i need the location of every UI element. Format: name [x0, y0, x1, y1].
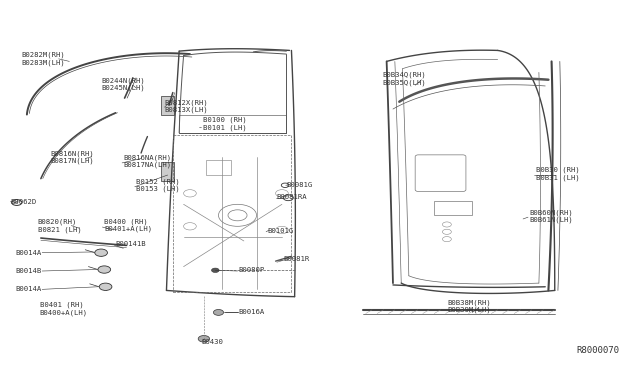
Text: B0B30 (RH)
B0B31 (LH): B0B30 (RH) B0B31 (LH) [536, 167, 579, 181]
Text: B0430: B0430 [202, 339, 223, 345]
Text: B0812X(RH)
B0813X(LH): B0812X(RH) B0813X(LH) [164, 99, 208, 113]
Circle shape [213, 310, 223, 315]
Text: B0014A: B0014A [15, 250, 42, 256]
Text: B0016A: B0016A [239, 309, 265, 315]
Text: B0081G: B0081G [286, 182, 312, 188]
Text: B0B34Q(RH)
B0B35Q(LH): B0B34Q(RH) B0B35Q(LH) [382, 72, 426, 86]
Text: B0816N(RH)
B0817N(LH): B0816N(RH) B0817N(LH) [51, 150, 94, 164]
Text: B0820(RH)
B0821 (LH): B0820(RH) B0821 (LH) [38, 219, 81, 232]
Text: B0B60N(RH)
B0B61N(LH): B0B60N(RH) B0B61N(LH) [529, 209, 573, 223]
Polygon shape [161, 96, 174, 115]
Text: B0101G: B0101G [268, 228, 294, 234]
Text: B0B38M(RH)
B0B39M(LH): B0B38M(RH) B0B39M(LH) [447, 299, 491, 313]
Text: B0014B: B0014B [15, 268, 42, 274]
Text: B0244N(RH)
B0245N(LH): B0244N(RH) B0245N(LH) [101, 77, 145, 91]
Circle shape [98, 266, 111, 273]
Text: B0282M(RH)
B0283M(LH): B0282M(RH) B0283M(LH) [22, 52, 65, 66]
Text: R8000070: R8000070 [577, 346, 620, 355]
Text: B0400 (RH)
B0401+A(LH): B0400 (RH) B0401+A(LH) [104, 218, 152, 232]
Text: B0401 (RH)
B0400+A(LH): B0401 (RH) B0400+A(LH) [40, 302, 88, 316]
Text: B0152 (RH)
B0153 (LH): B0152 (RH) B0153 (LH) [136, 178, 180, 192]
Text: B00141B: B00141B [116, 241, 147, 247]
Polygon shape [161, 162, 174, 180]
Circle shape [211, 268, 219, 272]
Text: B0816NA(RH)
B0817NA(LH): B0816NA(RH) B0817NA(LH) [124, 154, 172, 168]
Circle shape [95, 249, 108, 256]
Text: B0080P: B0080P [239, 267, 265, 273]
Text: B0014A: B0014A [15, 286, 42, 292]
Circle shape [198, 336, 210, 342]
Text: B0062D: B0062D [10, 199, 36, 205]
Circle shape [99, 283, 112, 291]
Text: B0100 (RH)
B0101 (LH): B0100 (RH) B0101 (LH) [203, 117, 246, 131]
Text: B0081R: B0081R [284, 256, 310, 262]
Text: B0081RA: B0081RA [277, 194, 307, 200]
